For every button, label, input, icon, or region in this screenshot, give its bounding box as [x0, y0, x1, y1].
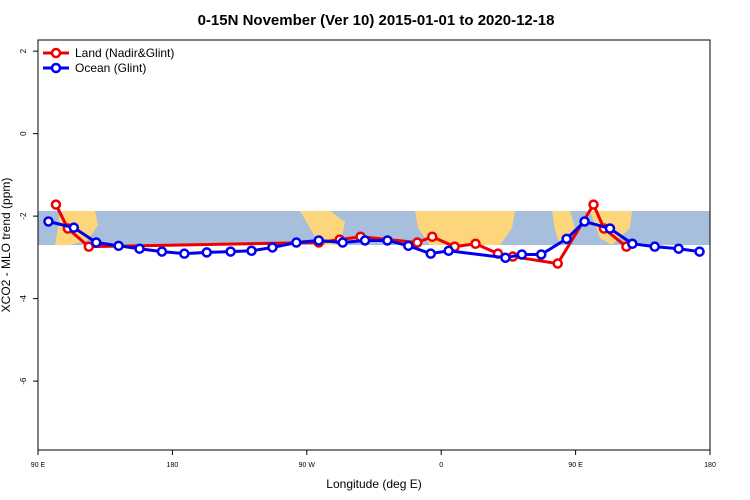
x-axis-label: Longitude (deg E) — [326, 477, 421, 491]
data-point — [83, 241, 95, 252]
data-point — [500, 252, 511, 264]
data-point — [579, 216, 590, 227]
data-point — [90, 237, 102, 248]
data-point — [359, 235, 371, 246]
data-point — [313, 235, 324, 246]
data-point — [426, 231, 438, 243]
data-point — [246, 245, 257, 257]
data-point — [43, 216, 54, 227]
y-tick-label: 0 — [19, 131, 28, 136]
data-point — [443, 245, 454, 257]
data-point — [267, 242, 278, 253]
data-point — [561, 233, 572, 245]
y-tick-label: 2 — [19, 48, 28, 53]
data-point — [382, 235, 393, 246]
x-tick-label: 0 — [439, 462, 443, 469]
data-point — [649, 241, 660, 252]
y-tick-label: -4 — [19, 295, 28, 303]
data-point — [470, 238, 481, 250]
data-point — [113, 240, 124, 252]
y-axis-label: XCO2 - MLO trend (ppm) — [0, 178, 13, 313]
x-tick-label: 90 E — [31, 462, 46, 469]
data-point — [337, 237, 348, 248]
legend-label: Ocean (Glint) — [75, 61, 146, 75]
y-tick-label: -2 — [19, 212, 28, 220]
data-point — [134, 243, 145, 254]
x-tick-label: 180 — [167, 462, 179, 469]
data-point — [673, 243, 684, 254]
legend-label: Land (Nadir&Glint) — [75, 46, 174, 60]
legend-marker — [50, 62, 62, 74]
data-point — [291, 237, 302, 248]
data-point — [552, 258, 563, 269]
data-point — [403, 240, 414, 252]
data-point — [179, 248, 190, 259]
data-point — [156, 246, 168, 257]
plot-frame — [37, 39, 711, 451]
x-tick-label: 90 W — [299, 462, 316, 469]
legend-marker — [50, 47, 62, 59]
data-point — [50, 199, 62, 210]
chart-title: 0-15N November (Ver 10) 2015-01-01 to 20… — [198, 12, 555, 29]
data-point — [225, 246, 236, 257]
data-point — [536, 249, 547, 260]
series-line — [54, 201, 628, 266]
data-point — [201, 247, 212, 258]
data-point — [694, 246, 705, 257]
data-point — [627, 238, 638, 250]
data-point — [68, 222, 80, 233]
y-tick-label: -6 — [19, 377, 28, 385]
data-point — [412, 237, 423, 248]
data-point — [604, 223, 616, 234]
data-point — [588, 199, 599, 210]
x-tick-label: 90 E — [568, 462, 583, 469]
x-tick-label: 180 — [704, 462, 716, 469]
data-point — [516, 249, 528, 260]
data-point — [425, 248, 436, 259]
